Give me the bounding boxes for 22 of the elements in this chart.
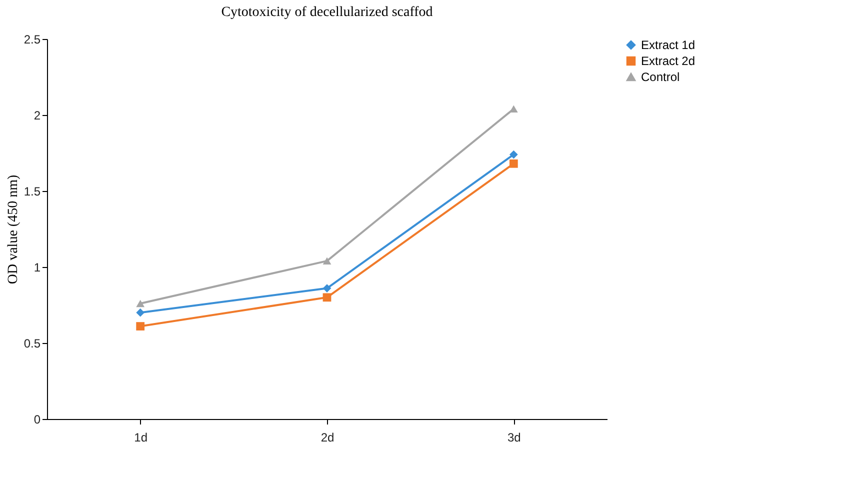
chart-title: Cytotoxicity of decellularized scaffod bbox=[221, 5, 433, 20]
y-axis-title: OD value (450 nm) bbox=[6, 174, 21, 284]
point bbox=[322, 293, 332, 302]
point bbox=[509, 150, 518, 159]
y-tick-label: 0.5 bbox=[24, 336, 41, 350]
y-tick-label: 1 bbox=[34, 260, 41, 274]
legend-label: Control bbox=[641, 70, 680, 84]
point bbox=[509, 159, 518, 168]
x-tick-label: 3d bbox=[507, 430, 521, 444]
point bbox=[322, 257, 332, 265]
y-tick-label: 2.5 bbox=[24, 32, 41, 46]
point bbox=[136, 308, 145, 317]
point bbox=[136, 322, 145, 330]
y-tick-label: 1.5 bbox=[24, 184, 41, 198]
x-tick-label: 2d bbox=[320, 430, 334, 444]
legend-label: Extract 1d bbox=[641, 38, 696, 52]
y-tick-label: 0 bbox=[34, 412, 41, 426]
point bbox=[136, 300, 145, 308]
legend-label: Extract 2d bbox=[641, 54, 696, 68]
point bbox=[322, 284, 332, 292]
x-tick-label: 1d bbox=[134, 430, 148, 444]
y-tick-label: 2 bbox=[34, 108, 41, 122]
